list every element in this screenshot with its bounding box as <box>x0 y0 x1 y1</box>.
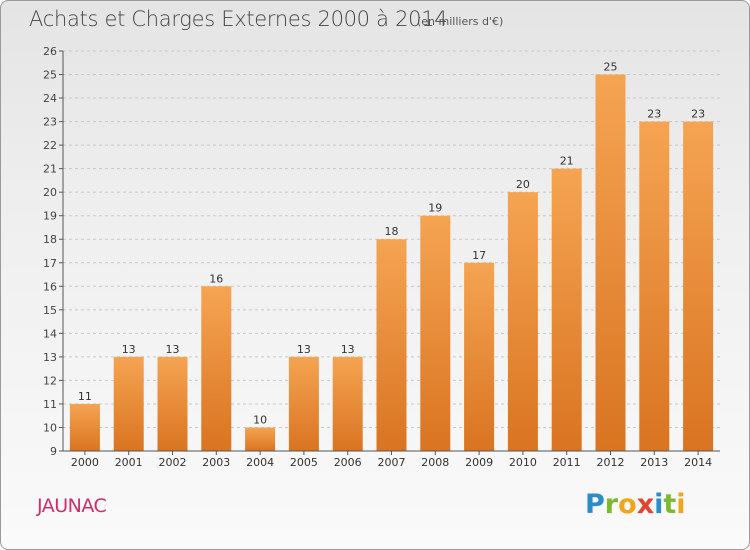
y-tick-label: 22 <box>43 139 57 152</box>
bar <box>507 192 538 452</box>
x-tick-label: 2000 <box>71 456 99 469</box>
logo-letter: o <box>618 489 637 520</box>
data-label: 10 <box>253 413 267 426</box>
bar <box>288 356 319 451</box>
bar <box>595 74 626 451</box>
logo-letter: r <box>604 489 619 520</box>
x-tick-label: 2010 <box>509 456 537 469</box>
data-label: 13 <box>166 343 180 356</box>
y-tick-label: 24 <box>43 92 57 105</box>
data-label: 25 <box>604 61 618 74</box>
data-label: 13 <box>297 343 311 356</box>
axes <box>59 50 720 455</box>
bar <box>245 427 276 451</box>
data-label: 11 <box>78 390 92 403</box>
place-name: JAUNAC <box>37 495 107 517</box>
y-tick-label: 17 <box>43 257 57 270</box>
data-label: 16 <box>209 272 223 285</box>
x-tick-label: 2005 <box>290 456 318 469</box>
y-tick-label: 21 <box>43 163 57 176</box>
x-tick-label: 2002 <box>159 456 187 469</box>
chart-title: Achats et Charges Externes 2000 à 2014 <box>29 7 448 31</box>
y-tick-label: 25 <box>43 69 57 82</box>
x-tick-label: 2008 <box>421 456 449 469</box>
data-label: 13 <box>122 343 136 356</box>
labels: 9 10 11 12 13 14 15 16 17 18 19 20 21 22 23 24 25 26 11 200… <box>43 45 712 469</box>
logo-letter: P <box>585 489 605 520</box>
x-tick-label: 2003 <box>202 456 230 469</box>
x-tick-label: 2012 <box>597 456 625 469</box>
y-tick-label: 23 <box>43 116 57 129</box>
data-label: 21 <box>560 155 574 168</box>
bar <box>683 121 714 452</box>
data-label: 13 <box>341 343 355 356</box>
data-label: 17 <box>472 249 486 262</box>
proxiti-logo: Proxiti <box>585 489 686 520</box>
x-tick-label: 2009 <box>465 456 493 469</box>
logo-letter: i <box>654 489 664 520</box>
x-tick-label: 2013 <box>640 456 668 469</box>
y-tick-label: 19 <box>43 210 57 223</box>
bar <box>113 356 144 451</box>
bars <box>69 74 714 452</box>
y-tick-label: 18 <box>43 233 57 246</box>
logo-letter: x <box>636 489 655 520</box>
data-label: 18 <box>385 225 399 238</box>
x-tick-label: 2007 <box>378 456 406 469</box>
x-tick-label: 2006 <box>334 456 362 469</box>
bar <box>464 262 495 451</box>
bar <box>639 121 670 452</box>
bar <box>157 356 188 451</box>
logo-letter: t <box>663 489 677 520</box>
y-tick-label: 14 <box>43 327 57 340</box>
data-label: 23 <box>691 108 705 121</box>
data-label: 20 <box>516 178 530 191</box>
logo-letter: i <box>676 489 686 520</box>
bar <box>420 215 451 451</box>
y-tick-label: 26 <box>43 45 57 58</box>
y-tick-label: 15 <box>43 304 57 317</box>
y-tick-label: 12 <box>43 374 57 387</box>
x-tick-label: 2004 <box>246 456 274 469</box>
y-tick-label: 13 <box>43 351 57 364</box>
y-tick-label: 20 <box>43 186 57 199</box>
chart-subtitle: (en milliers d'€) <box>417 15 504 28</box>
bar <box>201 286 232 451</box>
bar <box>69 403 100 451</box>
bar <box>332 356 363 451</box>
x-tick-label: 2014 <box>684 456 712 469</box>
y-tick-label: 11 <box>43 398 57 411</box>
data-label: 23 <box>647 108 661 121</box>
y-tick-label: 10 <box>43 421 57 434</box>
bar <box>551 168 582 451</box>
x-tick-label: 2011 <box>553 456 581 469</box>
data-label: 19 <box>428 202 442 215</box>
x-tick-label: 2001 <box>115 456 143 469</box>
bar <box>376 239 407 451</box>
y-tick-label: 9 <box>50 445 57 458</box>
y-tick-label: 16 <box>43 280 57 293</box>
